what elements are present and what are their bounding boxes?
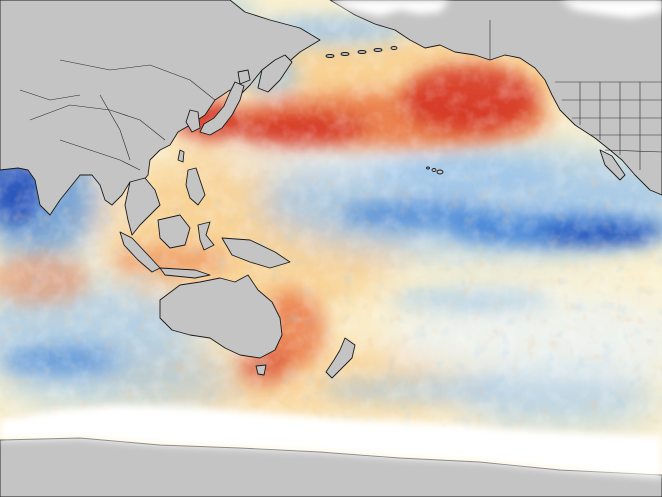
tasmania: [255, 364, 267, 376]
border-us-mexico: [604, 149, 662, 153]
borneo: [157, 214, 191, 249]
sea-ice: [0, 0, 662, 478]
kamchatka: [257, 54, 293, 93]
country-borders: [19, 20, 662, 171]
indochina: [124, 177, 161, 236]
korea: [185, 109, 201, 133]
taiwan: [177, 149, 185, 163]
sulawesi: [197, 221, 215, 251]
sumatra: [119, 231, 161, 273]
japan: [199, 81, 245, 136]
border-asia-5: [19, 89, 81, 101]
new-zealand: [325, 337, 356, 379]
arctic-sea-ice-east: [560, 0, 662, 18]
philippines: [185, 167, 206, 206]
asia: [0, 0, 321, 216]
border-asia-4: [99, 94, 131, 161]
border-asia-1: [59, 59, 216, 101]
texture-cold: [0, 200, 662, 430]
aleutian-islands: [325, 46, 398, 58]
hokkaido: [237, 69, 251, 85]
new-guinea: [221, 237, 291, 269]
baja-california: [599, 149, 626, 181]
arctic-sea-ice: [330, 0, 450, 16]
java: [159, 267, 211, 279]
hawaii: [426, 166, 444, 175]
antarctic-sea-ice: [0, 405, 662, 478]
australia: [159, 274, 283, 359]
north-america: [329, 0, 662, 196]
border-asia-3: [59, 139, 141, 171]
border-asia-2: [29, 104, 166, 141]
